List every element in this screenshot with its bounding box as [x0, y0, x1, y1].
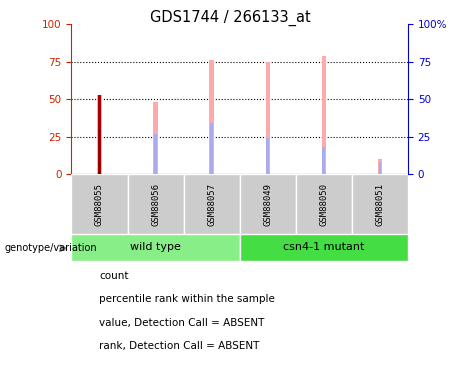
- Bar: [378, 159, 382, 174]
- Bar: [240, 234, 408, 261]
- Text: GSM88051: GSM88051: [375, 183, 384, 226]
- Bar: [71, 174, 128, 234]
- Bar: [154, 102, 158, 174]
- Bar: [97, 95, 102, 174]
- Text: percentile rank within the sample: percentile rank within the sample: [99, 294, 275, 304]
- Bar: [154, 134, 157, 174]
- Text: GSM88057: GSM88057: [207, 183, 216, 226]
- Bar: [210, 123, 213, 174]
- Bar: [266, 62, 270, 174]
- Bar: [296, 174, 352, 234]
- Bar: [352, 174, 408, 234]
- Text: count: count: [99, 271, 129, 280]
- Bar: [322, 147, 325, 174]
- Bar: [183, 174, 240, 234]
- Bar: [98, 129, 101, 174]
- Text: GDS1744 / 266133_at: GDS1744 / 266133_at: [150, 9, 311, 26]
- Text: csn4-1 mutant: csn4-1 mutant: [283, 243, 365, 252]
- Text: wild type: wild type: [130, 243, 181, 252]
- Bar: [240, 174, 296, 234]
- Bar: [71, 234, 240, 261]
- Text: rank, Detection Call = ABSENT: rank, Detection Call = ABSENT: [99, 342, 260, 351]
- Text: GSM88050: GSM88050: [319, 183, 328, 226]
- Text: genotype/variation: genotype/variation: [5, 243, 97, 253]
- Bar: [98, 95, 101, 174]
- Bar: [378, 162, 381, 174]
- Text: GSM88049: GSM88049: [263, 183, 272, 226]
- Bar: [322, 56, 326, 174]
- Bar: [266, 138, 269, 174]
- Text: GSM88056: GSM88056: [151, 183, 160, 226]
- Bar: [209, 60, 214, 174]
- Text: value, Detection Call = ABSENT: value, Detection Call = ABSENT: [99, 318, 265, 328]
- Bar: [99, 129, 100, 174]
- Text: GSM88055: GSM88055: [95, 183, 104, 226]
- Bar: [128, 174, 183, 234]
